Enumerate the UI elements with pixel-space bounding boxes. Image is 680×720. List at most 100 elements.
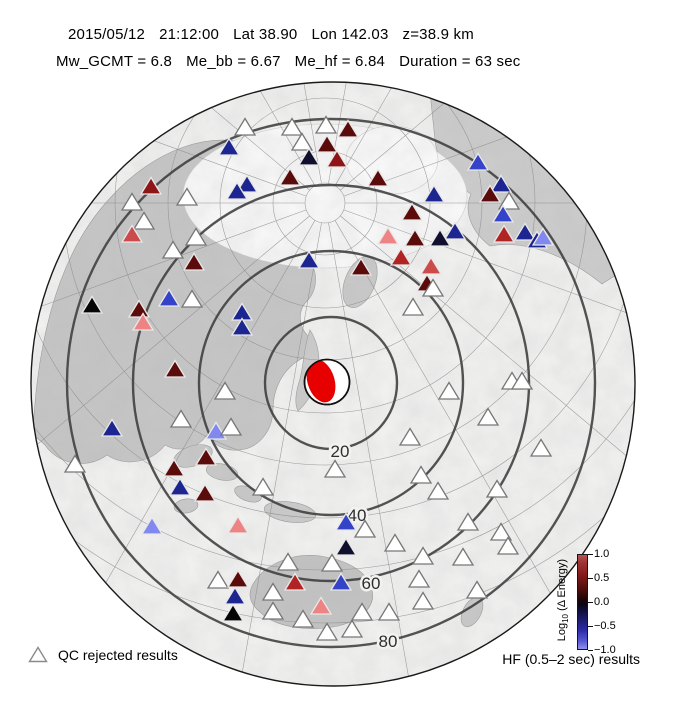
station-triangle [157,288,181,307]
distance-rings [65,117,597,649]
station-triangle [401,297,425,316]
colorbar-label-post: (Δ Energy) [555,558,568,614]
station-triangle [334,512,358,531]
qc-rejected-legend: QC rejected results [28,646,178,663]
station-triangle [163,359,187,378]
station-triangle [63,454,87,473]
station-triangle [194,447,218,466]
colorbar: 1.0 0.5 0.0 −0.5 −1.0 [577,548,616,656]
station-triangle [421,278,445,297]
station-triangle [162,458,186,477]
station-triangle [120,192,144,211]
station-triangle [513,222,537,241]
station-triangle [233,117,257,136]
station-triangle [510,371,534,390]
station-triangle [411,591,435,610]
event-depth: z=38.9 km [402,26,474,43]
beachball-compressional-quadrant [306,359,336,403]
station-triangle [437,381,461,400]
station-triangle [465,580,489,599]
event-time: 21:12:00 [159,26,220,43]
station-triangle [489,522,513,541]
station-triangle [340,619,364,638]
event-title-line2: Mw_GCMT = 6.8 Me_bb = 6.67 Me_hf = 6.84 Dur… [56,53,534,70]
station-triangle [426,481,450,500]
event-lat: Lat 38.90 [233,26,298,43]
station-triangle [400,202,424,221]
station-triangle [383,533,407,552]
qc-rejected-triangle-icon [28,646,48,663]
station-triangle [213,381,237,400]
station-triangle [492,224,516,243]
station-triangle [489,174,513,193]
station-triangle [100,418,124,437]
ring-label-80: 80 [379,632,398,651]
station-triangle [403,228,427,247]
station-triangle [411,546,435,565]
station-triangle [336,119,360,138]
station-triangle [353,519,377,538]
station-triangle [314,115,338,134]
colorbar-tick-3: 0.0 [588,595,634,609]
station-triangle [428,228,452,247]
colorbar-tick-4: −0.5 [588,619,634,633]
colorbar-tick-1: 1.0 [588,547,634,561]
station-triangle [221,603,245,622]
station-triangle [376,226,400,245]
station-triangle [280,117,304,136]
colorbar-gradient [577,554,588,650]
station-triangle [497,191,521,210]
colorbar-axis-label: Log10 (Δ Energy) [556,540,570,660]
station-triangle [168,477,192,496]
colorbar-tick-2: 0.5 [588,571,634,585]
ring-label-60: 60 [362,574,381,593]
station-triangle [309,596,333,615]
station-triangle [206,570,230,589]
station-triangle [496,536,520,555]
station-triangle [315,622,339,641]
me-bb-value: Me_bb = 6.67 [186,53,281,70]
event-title-line1: 2015/05/12 21:12:00 Lat 38.90 Lon 142.03 z=3… [68,26,488,43]
station-triangle [329,572,353,591]
station-triangle [278,167,302,186]
station-triangle [443,221,467,240]
station-triangle [325,149,349,168]
station-triangle [132,211,156,230]
station-triangle [80,295,104,314]
station-triangle [456,512,480,531]
station-triangle [485,479,509,498]
ring-label-20: 20 [331,442,350,461]
beachball-focal-mechanism [303,358,351,406]
station-triangle [193,483,217,502]
station-triangle [235,174,259,193]
station-triangle [334,537,358,556]
station-triangle [389,247,413,266]
station-triangle [139,176,163,195]
station-triangle [422,184,446,203]
station-triangle [377,602,401,621]
station-triangle [120,224,144,243]
station-triangle [315,134,339,153]
mw-gcmt-value: Mw_GCMT = 6.8 [56,53,173,70]
station-triangle [291,609,315,628]
station-triangle [323,459,347,478]
event-date: 2015/05/12 [68,26,146,43]
station-triangle [180,289,204,308]
station-triangle [398,427,422,446]
station-triangle [261,601,285,620]
me-hf-value: Me_hf = 6.84 [294,53,386,70]
duration-value: Duration = 63 sec [399,53,521,70]
map-rim [30,81,636,687]
station-triangle [451,547,475,566]
station-triangle [251,477,275,496]
station-triangle [409,465,433,484]
station-triangle [297,147,321,166]
station-triangle [161,240,185,259]
station-triangle [184,227,208,246]
event-lon: Lon 142.03 [311,26,389,43]
station-triangle [226,569,250,588]
station-triangle [476,407,500,426]
station-triangle [349,257,373,276]
